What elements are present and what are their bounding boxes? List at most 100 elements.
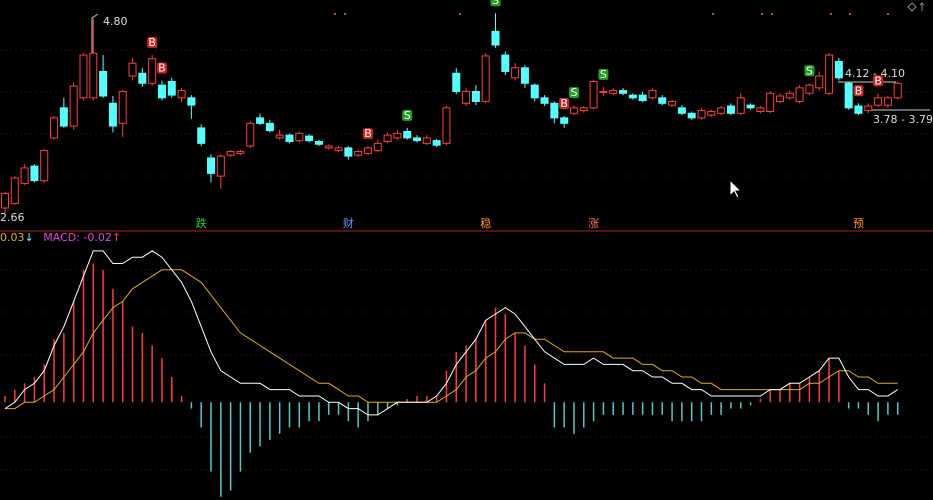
candle-body [707,110,716,116]
candle-body [354,151,363,156]
signal-badge [559,98,570,110]
candle-body [59,107,68,127]
candle-body [520,67,529,84]
candle-body [305,135,314,142]
toolbar-icons[interactable] [907,2,925,12]
candle-body [687,112,696,119]
candle-body [530,84,539,99]
signal-badge [598,68,609,80]
candle-body [295,132,304,142]
signal-label: B [874,74,882,87]
candle-body [10,177,19,204]
signal-label: S [806,64,813,77]
signal-marker: S [568,86,579,99]
candle-body [89,52,98,99]
macd-histogram [4,263,899,497]
candle-body [609,90,618,94]
candle-body [540,97,549,104]
candle-body [560,117,569,124]
candle-body [344,147,353,157]
signal-badge [568,87,579,99]
candle-body [658,97,667,104]
signal-marker: B [147,36,158,49]
signal-marker: S [490,0,501,7]
signal-marker: S [804,64,815,77]
signal-badge [402,109,413,121]
candle-body [834,60,843,79]
signal-badge [873,75,884,87]
signal-label: B [855,84,863,97]
signal-marker: B [853,84,864,97]
signal-badge [156,62,167,74]
candle-body [511,67,520,79]
signal-badge [490,0,501,7]
candle-body [50,117,59,139]
grid [0,49,933,471]
candle-body [677,107,686,114]
mouse-cursor [729,178,743,199]
candle-body [207,157,216,174]
candle-body [314,141,323,145]
candle-body [648,90,657,99]
annotation: 4.80 [103,15,128,28]
legend-arrow: ↓ [25,231,34,244]
candle-body [373,142,382,152]
event-label: 稳 [480,216,491,230]
macd-legend: 0.03↓ MACD: -0.02↑ [0,231,121,244]
candle-body [815,75,824,89]
candle-body [108,102,117,127]
candle-body [726,105,735,114]
event-label: 跌 [196,216,207,230]
candle-body [393,132,402,139]
signal-label: S [492,0,499,7]
candle-body [471,90,480,102]
signal-label: B [364,127,372,140]
candle-body [30,165,39,182]
candle-body [177,90,186,99]
candle-body [422,137,431,144]
legend-text: MACD: -0.02 [43,231,112,244]
legend-text: 0.03 [0,231,25,244]
candle-body [265,122,274,132]
candle-body [236,151,245,154]
signal-marker: B [156,62,167,75]
signal-marker: B [873,74,884,87]
candle-body [442,107,451,144]
legend-arrow: ↑ [112,231,121,244]
candle-body [1,192,9,209]
candle-body [599,90,608,93]
candle-body [275,134,284,139]
signal-marker: B [559,97,570,110]
candle-body [825,54,834,94]
dif-line [4,250,898,416]
candle-body [854,105,863,114]
annotation: 3.78 - 3.79 [873,113,933,126]
candle-body [874,97,883,106]
candle-body [197,127,206,144]
annotation: 2.66 [0,211,25,224]
candle-body [619,90,628,94]
candle-body [736,97,745,114]
candle-body [785,92,794,99]
top-dots [334,13,889,15]
candle-body [413,137,422,142]
signal-badge [362,128,373,140]
candle-body [167,80,176,96]
candle-body [746,104,755,109]
event-label: 涨 [588,217,599,230]
candle-body [118,90,127,124]
annotation: 4.12 - 4.10 [845,67,905,80]
candle-body [256,117,265,124]
candle-body [795,87,804,102]
signal-badge [853,85,864,97]
candle-body [766,92,775,112]
signal-label: S [600,68,607,81]
candle-body [501,54,510,72]
candle-body [246,122,255,147]
candle-body [491,30,500,46]
candle-body [550,102,559,119]
signal-marker: S [598,68,609,81]
candle-body [69,85,78,127]
